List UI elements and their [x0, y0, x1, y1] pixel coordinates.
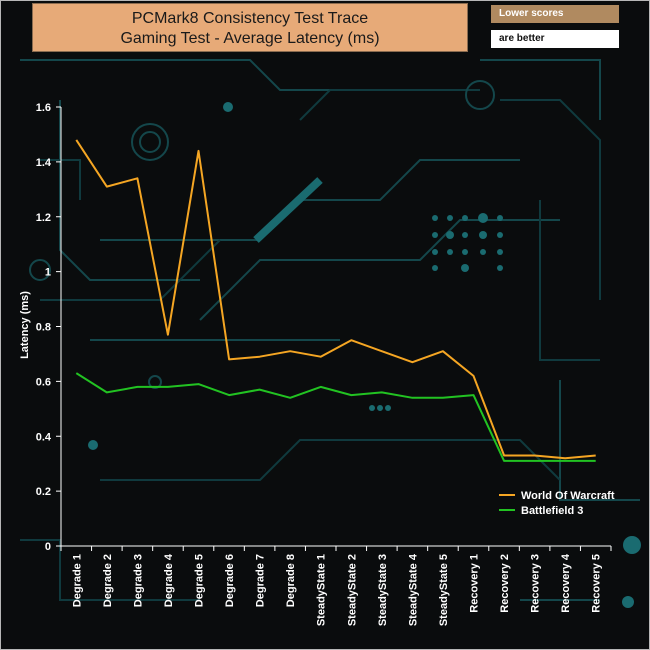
x-tick-label: Degrade 1	[71, 554, 83, 607]
x-tick-label: Degrade 8	[285, 554, 297, 607]
x-axis: Degrade 1 Degrade 2 Degrade 3 Degrade 4 Degr…	[60, 545, 612, 626]
y-tick-label: 1.4	[36, 157, 52, 169]
chart-title-box: PCMark8 Consistency Test Trace Gaming Te…	[32, 3, 468, 52]
x-tick-label: SteadyState 4	[407, 553, 419, 626]
x-tick-label: Degrade 2	[102, 554, 114, 607]
x-tick-label: Degrade 3	[132, 554, 144, 607]
series-line-battlefield-3	[75, 372, 596, 462]
x-tick-label: Degrade 4	[163, 553, 175, 607]
y-tick-label: 0.4	[36, 431, 52, 443]
x-tick-label: SteadyState 5	[438, 554, 450, 626]
x-tick-label: Recovery 1	[469, 554, 481, 613]
x-tick-label: Degrade 6	[224, 554, 236, 607]
y-tick-label: 1.6	[36, 102, 51, 114]
x-tick-label: Recovery 2	[499, 554, 511, 613]
y-tick-label: 0.2	[36, 486, 51, 498]
legend-label: Battlefield 3	[521, 505, 583, 517]
chart-title: PCMark8 Consistency Test Trace	[131, 10, 369, 27]
y-tick-label: 1	[45, 267, 51, 279]
x-tick-label: Degrade 7	[255, 554, 267, 607]
x-tick-label: Recovery 4	[560, 553, 572, 613]
series-lines	[75, 139, 596, 462]
y-tick-label: 0	[45, 541, 51, 553]
are-better-note: are better	[491, 30, 619, 48]
series-line-world-of-warcraft	[75, 139, 596, 460]
x-tick-label: SteadyState 1	[316, 554, 328, 626]
y-tick-label: 1.2	[36, 212, 51, 224]
y-tick-label: 0.8	[36, 322, 51, 334]
chart-subtitle: Gaming Test - Average Latency (ms)	[120, 30, 380, 47]
y-tick-label: 0.6	[36, 376, 51, 388]
legend-label: World Of Warcraft	[521, 490, 615, 502]
y-axis: 0 0.2 0.4 0.6 0.8 1 1.2 1.4 1.6	[36, 102, 62, 553]
x-tick-label: Degrade 5	[194, 554, 206, 607]
x-tick-label: SteadyState 2	[346, 554, 358, 626]
x-tick-label: Recovery 5	[591, 554, 603, 613]
x-tick-label: Recovery 3	[530, 554, 542, 613]
y-axis-title: Latency (ms)	[19, 291, 31, 359]
lower-scores-note: Lower scores	[491, 5, 619, 23]
x-tick-label: SteadyState 3	[377, 554, 389, 626]
legend: World Of Warcraft Battlefield 3	[499, 490, 615, 517]
